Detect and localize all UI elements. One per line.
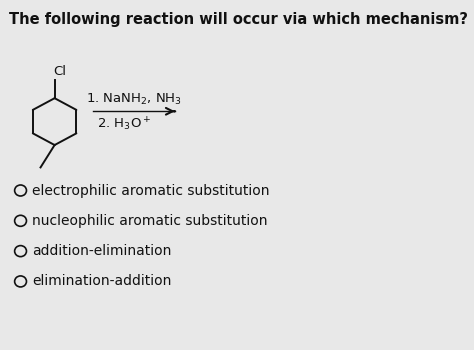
- Text: 2. H$_3$O$^+$: 2. H$_3$O$^+$: [97, 116, 152, 133]
- Text: nucleophilic aromatic substitution: nucleophilic aromatic substitution: [32, 214, 268, 228]
- Text: The following reaction will occur via which mechanism?: The following reaction will occur via wh…: [9, 12, 468, 27]
- Text: Cl: Cl: [53, 65, 66, 78]
- Text: electrophilic aromatic substitution: electrophilic aromatic substitution: [32, 183, 270, 197]
- Text: elimination-addition: elimination-addition: [32, 274, 172, 288]
- Text: addition-elimination: addition-elimination: [32, 244, 172, 258]
- Text: 1. NaNH$_2$, NH$_3$: 1. NaNH$_2$, NH$_3$: [86, 92, 182, 107]
